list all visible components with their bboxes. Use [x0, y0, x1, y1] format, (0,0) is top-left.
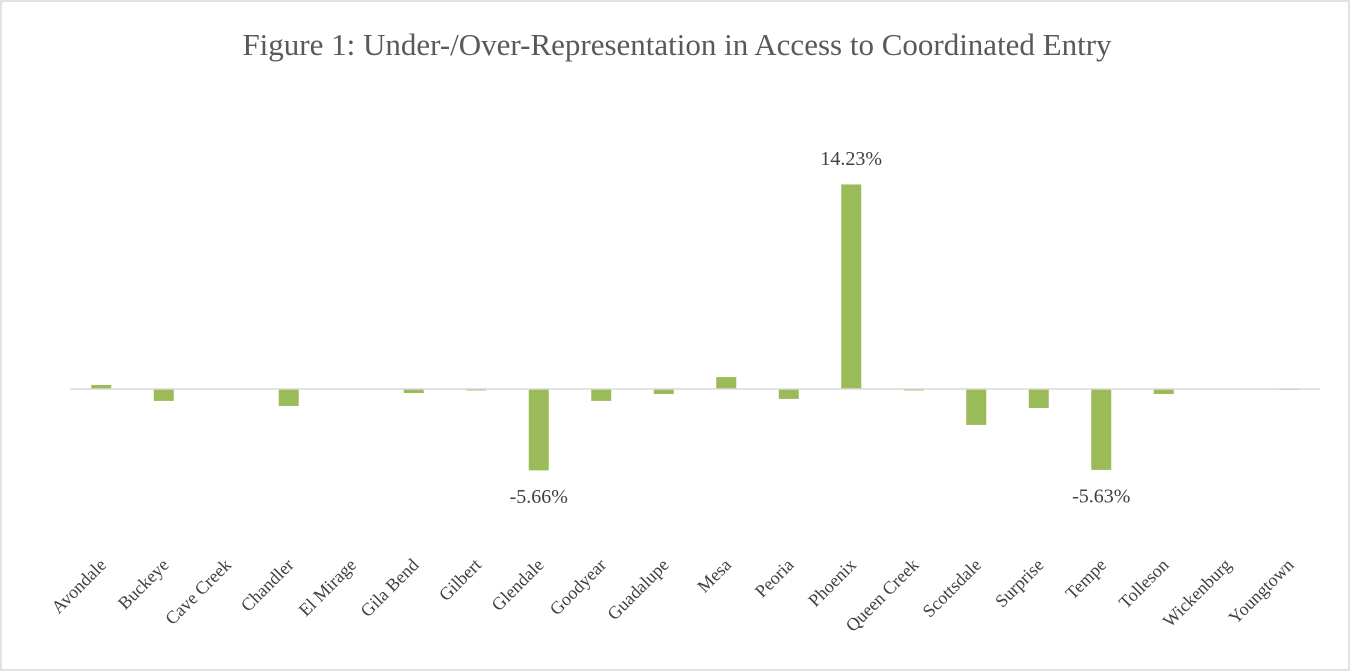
- bar: [653, 389, 674, 395]
- bar: [841, 184, 862, 389]
- data-label: -5.66%: [510, 486, 568, 508]
- bar: [91, 384, 112, 389]
- chart-title: Figure 1: Under-/Over-Representation in …: [242, 27, 1112, 62]
- bar: [528, 389, 549, 471]
- bar: [278, 389, 299, 406]
- data-label: 14.23%: [820, 148, 882, 170]
- bar: [1091, 389, 1112, 470]
- bar: [966, 389, 987, 425]
- bar: [403, 389, 424, 394]
- bar: [153, 389, 174, 401]
- data-label: -5.63%: [1072, 486, 1130, 508]
- bar: [1153, 389, 1174, 395]
- bar: [778, 389, 799, 399]
- bar: [591, 389, 612, 401]
- bar: [1028, 389, 1049, 408]
- bar: [716, 377, 737, 389]
